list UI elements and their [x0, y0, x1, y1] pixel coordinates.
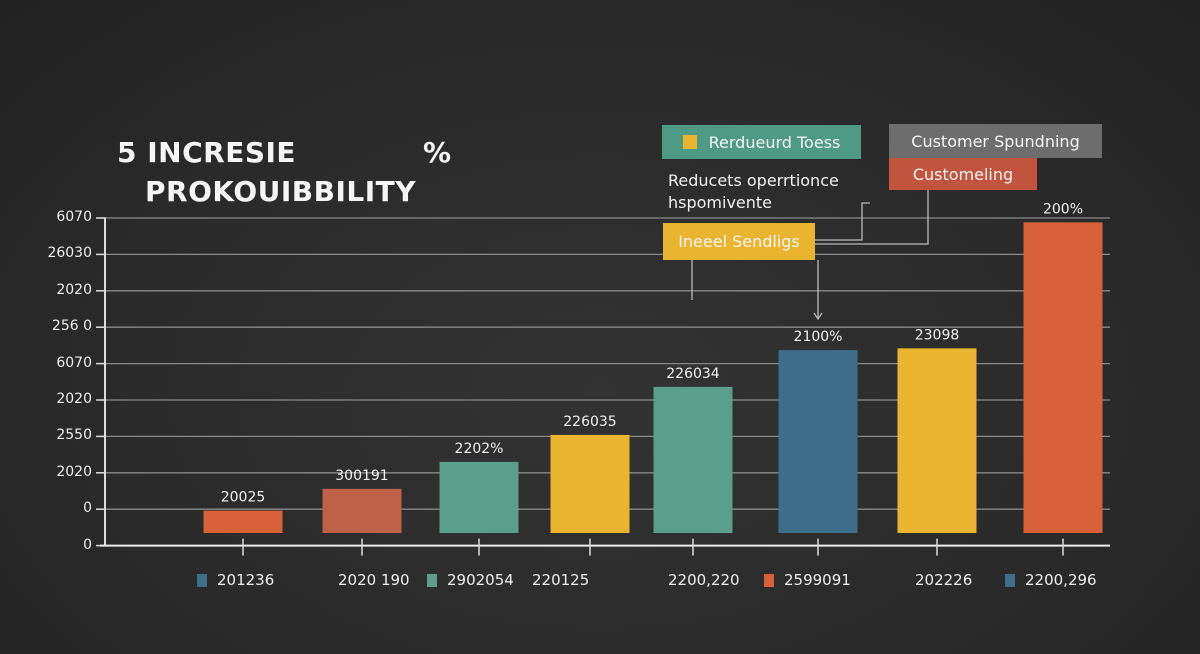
- y-tick-label: 0: [83, 500, 92, 517]
- legend-swatch: [1005, 573, 1015, 587]
- connector-line: [815, 190, 929, 245]
- annotation-note-line1: Reducets operrtionce: [668, 171, 839, 190]
- legend-label: 201236: [217, 571, 275, 589]
- annotation-green-label: Rerdueurd Toess: [708, 132, 841, 152]
- y-tick-label: 2020: [56, 281, 92, 298]
- chart-title-percent: %: [423, 136, 452, 169]
- bar-value-label: 200%: [1043, 201, 1083, 217]
- annotation-green-box: Rerdueurd Toess: [662, 125, 861, 159]
- bar: [653, 386, 733, 533]
- legend-label: 220125: [532, 571, 590, 589]
- bar: [897, 348, 977, 533]
- legend-label: 202226: [915, 571, 973, 589]
- legend-item: 2020 190: [338, 571, 410, 589]
- bar-value-label: 2100%: [794, 329, 843, 345]
- y-tick-label: 26030: [47, 245, 92, 262]
- annotation-note: Reducets operrtionce hspomivente: [668, 170, 839, 214]
- legend-swatch: [427, 573, 437, 587]
- bar: [778, 350, 858, 533]
- chart-title-line2: PROKOUIBBILITY: [145, 175, 417, 208]
- bar-value-label: 226035: [563, 414, 616, 430]
- bar-value-label: 23098: [915, 327, 960, 343]
- bar: [1023, 222, 1103, 534]
- y-tick-label: 2020: [56, 391, 92, 407]
- y-tick-label: 6070: [56, 209, 92, 225]
- y-tick-label: 2550: [56, 427, 92, 444]
- legend-item: 220125: [532, 571, 589, 589]
- connector-line: [815, 202, 870, 241]
- legend-item: 2200,296: [1005, 571, 1097, 589]
- y-tick-label: 6070: [56, 354, 92, 371]
- bar-value-label: 300191: [335, 468, 388, 484]
- yellow-square-icon: [682, 135, 697, 149]
- legend-item: 2200,220: [668, 571, 740, 589]
- legend-item: 201236: [197, 571, 274, 589]
- legend-item: 202226: [915, 571, 972, 589]
- legend-label: 2200,296: [1025, 571, 1097, 589]
- legend-label: 2020 190: [338, 571, 410, 589]
- legend-label: 2902054: [447, 571, 514, 589]
- y-tick-label: 2020: [56, 463, 92, 480]
- annotation-red-box: Customeling: [889, 158, 1037, 190]
- bar: [550, 434, 630, 533]
- bar-value-label: 226034: [666, 366, 720, 382]
- annotation-gray-box: Customer Spundning: [889, 124, 1102, 158]
- legend-swatch: [197, 573, 207, 587]
- arrow-head-icon: [813, 312, 823, 321]
- legend-item: 2902054: [427, 571, 514, 589]
- bar: [322, 488, 402, 533]
- y-tick-label: 0: [83, 536, 92, 553]
- y-tick-label: 256 0: [51, 318, 92, 335]
- annotation-gray-label: Customer Spundning: [911, 131, 1080, 151]
- annotation-red-label: Customeling: [912, 164, 1014, 184]
- bar-value-label: 20025: [221, 490, 266, 506]
- bar: [203, 510, 283, 533]
- bar: [439, 461, 519, 533]
- legend-item: 2599091: [764, 571, 851, 589]
- annotation-note-line2: hspomivente: [668, 193, 773, 212]
- annotation-yellow-box: Ineeel Sendligs: [663, 223, 815, 260]
- legend-label: 2599091: [784, 571, 851, 589]
- legend-label: 2200,220: [668, 571, 740, 589]
- legend-swatch: [764, 573, 774, 587]
- bar-value-label: 2202%: [455, 441, 504, 457]
- chart-title-line1: 5 INCRESIE: [117, 136, 297, 169]
- annotation-yellow-label: Ineeel Sendligs: [678, 232, 800, 251]
